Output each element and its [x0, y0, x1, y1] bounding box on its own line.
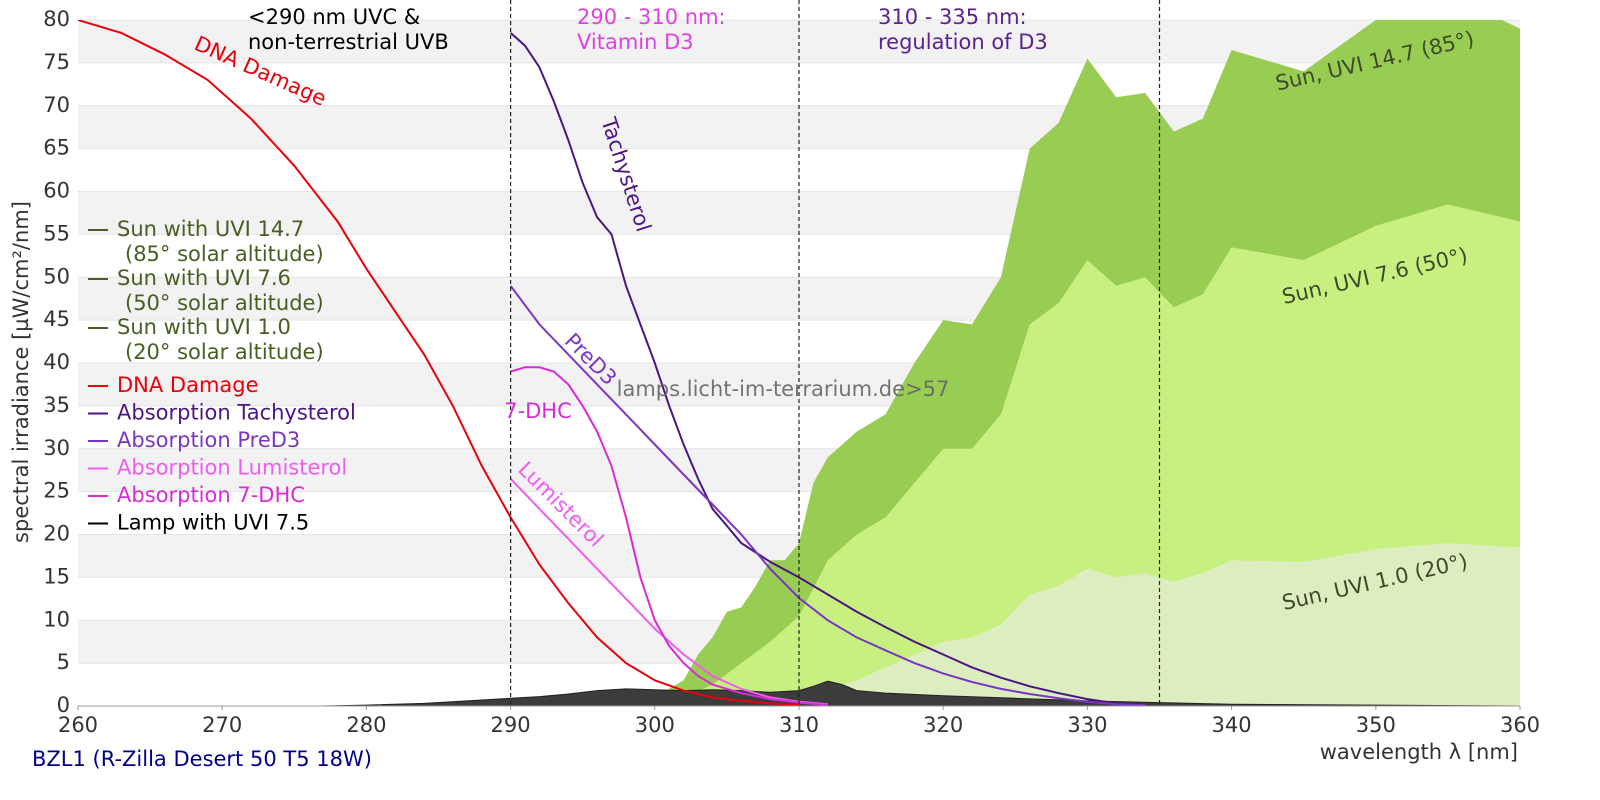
y-tick-label: 55: [43, 221, 70, 245]
region-label: 290 - 310 nm:: [577, 5, 726, 29]
line: [509, 32, 1146, 706]
x-tick-label: 280: [346, 713, 386, 737]
y-axis-label: spectral irradiance [µW/cm²/nm]: [9, 201, 33, 543]
x-axis-label: wavelength λ [nm]: [1320, 740, 1518, 764]
y-tick-label: 65: [43, 136, 70, 160]
watermark: lamps.licht-im-terrarium.de>57: [617, 377, 950, 401]
area: [654, 543, 1520, 706]
line: [78, 20, 800, 706]
y-tick-label: 80: [43, 7, 70, 31]
x-tick-label: 330: [1067, 713, 1107, 737]
legend-sublabel: (85° solar altitude): [125, 242, 324, 266]
plot-area: [78, 20, 1520, 706]
y-tick-label: 45: [43, 307, 70, 331]
x-tick-label: 260: [58, 713, 98, 737]
x-tick-label: 270: [202, 713, 242, 737]
legend-label: Lamp with UVI 7.5: [117, 511, 309, 535]
curve-label: 7-DHC: [504, 399, 572, 423]
region-label: <290 nm UVC &: [248, 5, 420, 29]
y-tick-label: 0: [57, 693, 70, 717]
legend-label: Absorption Tachysterol: [117, 401, 356, 425]
x-tick-label: 320: [923, 713, 963, 737]
y-tick-label: 10: [43, 607, 70, 631]
line: [510, 366, 828, 706]
region-label: Vitamin D3: [577, 30, 694, 54]
region-label: 310 - 335 nm:: [878, 5, 1027, 29]
x-tick-label: 300: [635, 713, 675, 737]
legend-label: Sun with UVI 14.7: [117, 217, 304, 241]
lamp-area: [323, 680, 1520, 706]
y-tick-label: 40: [43, 350, 70, 374]
line: [509, 478, 828, 706]
y-tick-label: 25: [43, 479, 70, 503]
y-tick-label: 20: [43, 522, 70, 546]
legend-label: Absorption Lumisterol: [117, 456, 347, 480]
y-tick-label: 70: [43, 93, 70, 117]
x-tick-label: 350: [1356, 713, 1396, 737]
line: [509, 285, 1146, 706]
legend-label: Absorption 7-DHC: [117, 483, 305, 507]
y-tick-label: 5: [57, 650, 70, 674]
subtitle: BZL1 (R-Zilla Desert 50 T5 18W): [32, 747, 372, 771]
x-tick-label: 310: [779, 713, 819, 737]
region-label: regulation of D3: [878, 30, 1048, 54]
x-tick-label: 290: [491, 713, 531, 737]
legend-label: Sun with UVI 7.6: [117, 266, 291, 290]
legend-label: DNA Damage: [117, 373, 259, 397]
y-tick-label: 35: [43, 393, 70, 417]
region-label: non-terrestrial UVB: [248, 30, 449, 54]
y-tick-label: 50: [43, 264, 70, 288]
y-tick-label: 60: [43, 179, 70, 203]
legend-sublabel: (50° solar altitude): [125, 291, 324, 315]
grid-band: [78, 20, 1520, 63]
y-tick-label: 30: [43, 436, 70, 460]
y-tick-label: 75: [43, 50, 70, 74]
x-tick-label: 360: [1500, 713, 1540, 737]
y-tick-label: 15: [43, 564, 70, 588]
legend-sublabel: (20° solar altitude): [125, 340, 324, 364]
x-tick-label: 340: [1212, 713, 1252, 737]
legend-label: Absorption PreD3: [117, 428, 300, 452]
legend-label: Sun with UVI 1.0: [117, 315, 291, 339]
